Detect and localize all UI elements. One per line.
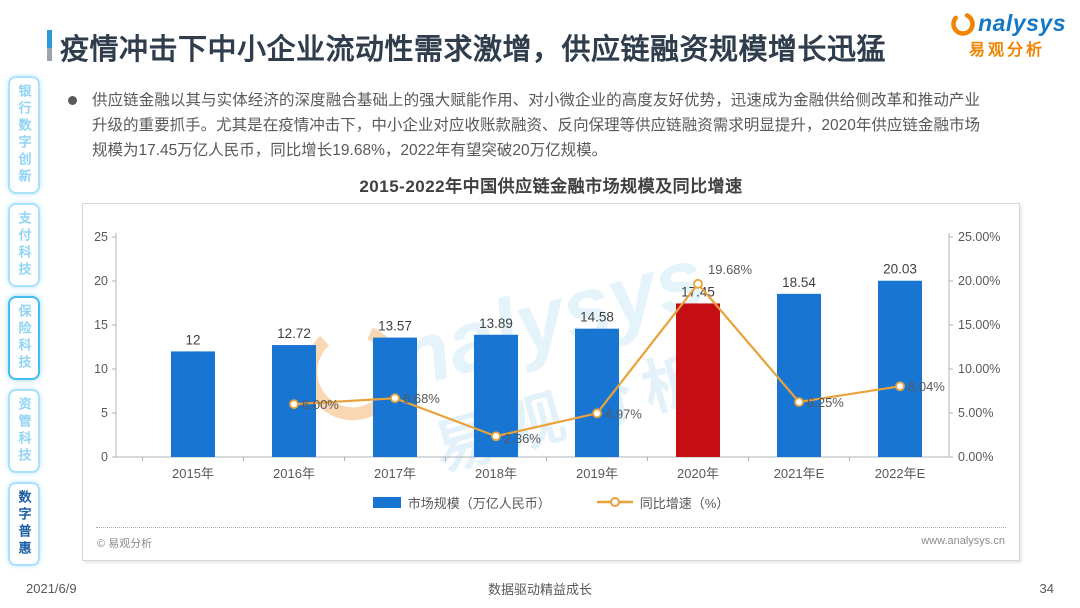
footer-tagline: 数据驱动精益成长: [487, 582, 592, 597]
svg-text:6.25%: 6.25%: [807, 395, 844, 410]
legend-line-label: 同比增速（%）: [639, 495, 730, 511]
sidebar-tab-asset-management-tech[interactable]: 资管科技: [8, 389, 40, 473]
svg-text:20.03: 20.03: [883, 262, 917, 277]
svg-text:5.00%: 5.00%: [958, 406, 993, 420]
footer-date: 2021/6/9: [26, 581, 77, 596]
svg-text:2019年: 2019年: [576, 466, 618, 481]
page-footer: 2021/6/9 数据驱动精益成长 34: [0, 579, 1080, 598]
svg-text:2021年E: 2021年E: [774, 466, 825, 481]
website-text: www.analysys.cn: [921, 535, 1005, 547]
title-accent-bar: [47, 30, 52, 61]
chart-card: nalysys 易观分析 0 5 10 15 20 25 0.00% 5.00% 10.00% 15.…: [82, 203, 1020, 561]
svg-text:2016年: 2016年: [273, 466, 315, 481]
svg-text:13.57: 13.57: [378, 319, 412, 334]
card-footer: © 易观分析 www.analysys.cn: [83, 528, 1019, 551]
svg-text:12: 12: [185, 332, 200, 347]
analysys-logo: nalysys 易观分析: [948, 10, 1066, 60]
logo-swoosh-a-icon: [951, 12, 975, 36]
svg-text:13.89: 13.89: [479, 316, 513, 331]
chart-legend: 市场规模（万亿人民币） 同比增速（%）: [83, 489, 1019, 515]
svg-text:8.04%: 8.04%: [908, 379, 945, 394]
svg-text:20.00%: 20.00%: [958, 274, 1000, 288]
svg-text:14.58: 14.58: [580, 310, 614, 325]
svg-text:2022年E: 2022年E: [875, 466, 926, 481]
page-number: 34: [1039, 581, 1054, 596]
svg-text:12.72: 12.72: [277, 326, 311, 341]
svg-text:0.00%: 0.00%: [958, 450, 993, 464]
svg-text:20: 20: [94, 274, 108, 288]
sidebar-tab-digital-inclusion[interactable]: 数字普惠: [8, 482, 40, 566]
svg-text:2020年: 2020年: [677, 466, 719, 481]
page-title: 疫情冲击下中小企业流动性需求激增，供应链融资规模增长迅猛: [60, 34, 887, 66]
chart-title: 2015-2022年中国供应链金融市场规模及同比增速: [359, 177, 743, 196]
intro-text: 供应链金融以其与实体经济的深度融合基础上的强大赋能作用、对小微企业的高度友好优势…: [92, 92, 980, 159]
svg-text:2015年: 2015年: [172, 466, 214, 481]
legend-item-market-size: 市场规模（万亿人民币）: [372, 493, 551, 512]
legend-bar-swatch: [372, 496, 401, 508]
logo-brand-text: nalysys: [978, 10, 1066, 36]
svg-text:15.00%: 15.00%: [958, 318, 1000, 332]
svg-text:6.00%: 6.00%: [302, 397, 339, 412]
svg-text:10: 10: [94, 362, 108, 376]
svg-text:25.00%: 25.00%: [958, 230, 1000, 244]
svg-text:10.00%: 10.00%: [958, 362, 1000, 376]
svg-text:2017年: 2017年: [374, 466, 416, 481]
legend-bar-label: 市场规模（万亿人民币）: [407, 495, 551, 511]
svg-text:25: 25: [94, 230, 108, 244]
copyright-text: © 易观分析: [97, 538, 153, 550]
card-divider: [96, 527, 1006, 528]
svg-text:0: 0: [101, 450, 108, 464]
svg-text:6.68%: 6.68%: [403, 391, 440, 406]
legend-item-growth-rate: 同比增速（%）: [596, 493, 730, 512]
svg-text:18.54: 18.54: [782, 275, 816, 290]
svg-text:5: 5: [101, 406, 108, 420]
sidebar-tab-insurance-tech[interactable]: 保险科技: [8, 296, 40, 380]
svg-text:2.36%: 2.36%: [504, 431, 541, 446]
sidebar-tab-payment-tech[interactable]: 支付科技: [8, 203, 40, 287]
sidebar-tab-banking-digital-innovation[interactable]: 银行数字创新: [8, 76, 40, 194]
sidebar: 银行数字创新 支付科技 保险科技 资管科技 数字普惠: [8, 76, 44, 566]
legend-line-marker-icon: [596, 497, 633, 507]
svg-text:15: 15: [94, 318, 108, 332]
logo-brand-cn: 易观分析: [969, 42, 1046, 59]
chart-canvas: nalysys易观分析05101520250.00%5.00%10.00%15.…: [94, 229, 1000, 484]
svg-text:2018年: 2018年: [475, 466, 517, 481]
svg-text:4.97%: 4.97%: [605, 406, 642, 421]
svg-text:19.68%: 19.68%: [708, 262, 753, 277]
bullet-icon: [68, 96, 77, 105]
intro-bullet-row: 供应链金融以其与实体经济的深度融合基础上的强大赋能作用、对小微企业的高度友好优势…: [68, 88, 980, 163]
